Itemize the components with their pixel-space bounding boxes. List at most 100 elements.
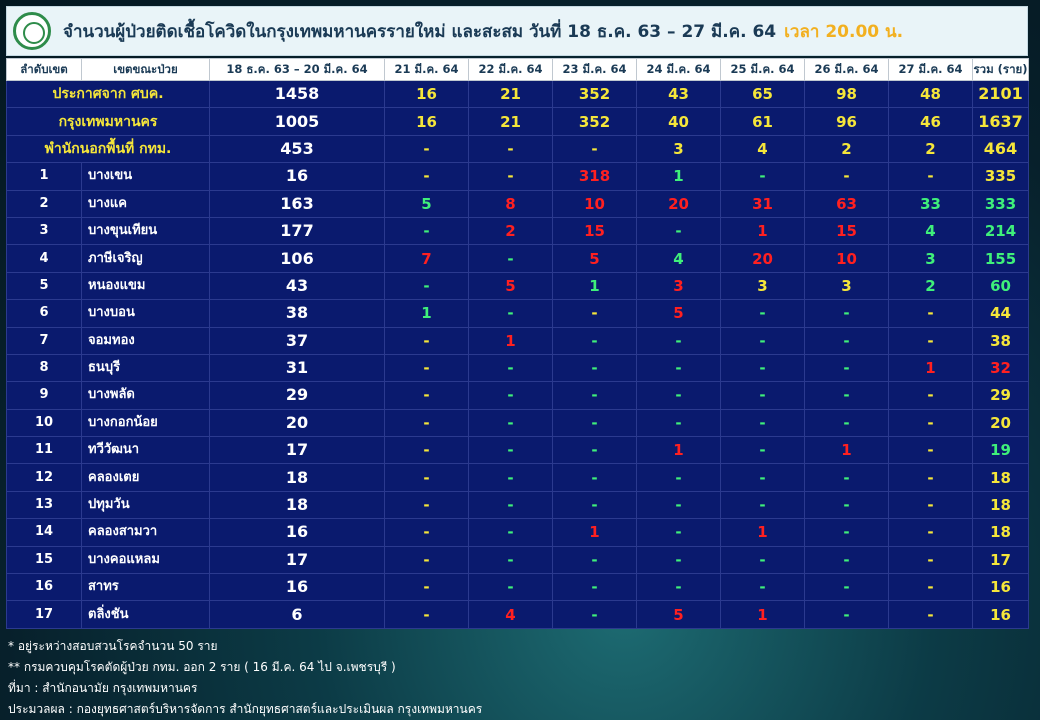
title-time: เวลา 20.00 น. — [784, 21, 904, 42]
table-row: 10 บางกอกน้อย 20- - - - - - -20 — [6, 408, 1029, 438]
district-name: บางคอแหลม — [81, 545, 210, 575]
district-main-value: 177 — [209, 216, 385, 246]
district-total-value: 16 — [972, 573, 1029, 602]
district-name: คลองเตย — [81, 463, 210, 492]
summary-row-label: ประกาศจาก ศบค. — [6, 79, 210, 109]
district-day-value: - — [384, 326, 469, 355]
table-row: 13 ปทุมวัน 18- - - - - - -18 — [6, 490, 1029, 520]
district-main-value: 17 — [209, 545, 385, 575]
district-main-value: 43 — [209, 271, 385, 301]
table-row: 3 บางขุนเทียน 177-2 15-1 15 4 214 — [6, 216, 1029, 246]
district-day-value: - — [552, 381, 637, 410]
district-total-value: 17 — [972, 545, 1029, 575]
district-day-value: - — [468, 162, 553, 191]
summary-day-value: 3 — [636, 134, 721, 164]
district-day-value: - — [384, 545, 469, 575]
district-day-value: - — [384, 162, 469, 191]
district-day-value: - — [636, 408, 721, 438]
district-day-value: - — [552, 600, 637, 629]
district-name: บางบอน — [81, 299, 210, 328]
summary-day-value: 43 — [636, 79, 721, 109]
district-number: 9 — [6, 381, 82, 410]
district-main-value: 17 — [209, 436, 385, 465]
district-main-value: 20 — [209, 408, 385, 438]
district-day-value: - — [384, 600, 469, 629]
district-day-value: - — [804, 545, 889, 575]
district-day-value: - — [468, 408, 553, 438]
summary-day-value: 98 — [804, 79, 889, 109]
column-header: 23 มี.ค. 64 — [552, 58, 637, 81]
district-day-value: - — [552, 545, 637, 575]
district-day-value: 3 — [720, 271, 805, 301]
district-day-value: - — [384, 353, 469, 383]
district-day-value: - — [888, 573, 973, 602]
district-day-value: - — [384, 271, 469, 301]
footnote-removed-cases: ** กรมควบคุมโรคตัดผู้ป่วย กทม. ออก 2 ราย… — [8, 660, 396, 674]
summary-row-label: พำนักนอกพื้นที่ กทม. — [6, 134, 210, 164]
covid-cases-table-wrapper: ลำดับเขต เขตขณะป่วย 18 ธ.ค. 63 – 20 มี.ค. … — [6, 58, 1029, 629]
summary-day-value: 16 — [384, 107, 469, 136]
district-day-value: - — [888, 463, 973, 492]
district-day-value: 4 — [636, 244, 721, 273]
summary-day-value: 21 — [468, 107, 553, 136]
district-day-value: - — [636, 573, 721, 602]
district-day-value: 2 — [888, 271, 973, 301]
district-day-value: 1 — [636, 162, 721, 191]
summary-row: กรุงเทพมหานคร 1005 16 21 352 40 61 96 46 1637 — [6, 107, 1029, 136]
district-day-value: - — [552, 490, 637, 520]
district-day-value: 1 — [720, 518, 805, 547]
district-total-value: 18 — [972, 463, 1029, 492]
district-day-value: - — [804, 600, 889, 629]
district-number: 14 — [6, 518, 82, 547]
summary-main-value: 1005 — [209, 107, 385, 136]
district-number: 1 — [6, 162, 82, 191]
district-day-value: 20 — [720, 244, 805, 273]
summary-main-value: 453 — [209, 134, 385, 164]
summary-total-value: 464 — [972, 134, 1029, 164]
district-day-value: - — [720, 490, 805, 520]
summary-day-value: - — [552, 134, 637, 164]
district-number: 16 — [6, 573, 82, 602]
district-day-value: 8 — [468, 189, 553, 218]
district-total-value: 38 — [972, 326, 1029, 355]
district-name: บางเขน — [81, 162, 210, 191]
district-day-value: - — [804, 162, 889, 191]
summary-day-value: 2 — [804, 134, 889, 164]
district-name: บางกอกน้อย — [81, 408, 210, 438]
district-day-value: - — [636, 326, 721, 355]
district-day-value: 3 — [888, 244, 973, 273]
summary-row: ประกาศจาก ศบค. 1458 16 21 352 43 65 98 48 2101 — [6, 79, 1029, 109]
summary-day-value: 21 — [468, 79, 553, 109]
district-day-value: - — [888, 408, 973, 438]
table-row: 15 บางคอแหลม 17- - - - - - -17 — [6, 545, 1029, 575]
column-header: 25 มี.ค. 64 — [720, 58, 805, 81]
summary-row-label: กรุงเทพมหานคร — [6, 107, 210, 136]
table-row: 4 ภาษีเจริญ 106 7-5 4 20 10 3 155 — [6, 244, 1029, 273]
district-day-value: - — [888, 381, 973, 410]
district-day-value: 1 — [888, 353, 973, 383]
summary-total-value: 2101 — [972, 79, 1029, 109]
table-row: 9 บางพลัด 29- - - - - - -29 — [6, 381, 1029, 410]
district-total-value: 333 — [972, 189, 1029, 218]
district-number: 17 — [6, 600, 82, 629]
district-day-value: 33 — [888, 189, 973, 218]
district-name: หนองแขม — [81, 271, 210, 301]
district-name: บางแค — [81, 189, 210, 218]
district-day-value: 10 — [804, 244, 889, 273]
summary-day-value: 65 — [720, 79, 805, 109]
district-day-value: - — [720, 573, 805, 602]
district-day-value: - — [888, 436, 973, 465]
district-name: ตลิ่งชัน — [81, 600, 210, 629]
page-title: จำนวนผู้ป่วยติดเชื้อโควิดในกรุงเทพมหานคร… — [63, 18, 903, 45]
column-header: 22 มี.ค. 64 — [468, 58, 553, 81]
summary-day-value: 2 — [888, 134, 973, 164]
table-row: 16 สาทร 16- - - - - - -16 — [6, 573, 1029, 602]
district-main-value: 31 — [209, 353, 385, 383]
summary-day-value: 40 — [636, 107, 721, 136]
column-header: ลำดับเขต — [6, 58, 82, 81]
district-day-value: 1 — [552, 518, 637, 547]
table-row: 5 หนองแขม 43-5 1 3 3 3 2 60 — [6, 271, 1029, 301]
table-row: 14 คลองสามวา 16- -1-1- -18 — [6, 518, 1029, 547]
district-day-value: - — [804, 518, 889, 547]
district-number: 6 — [6, 299, 82, 328]
